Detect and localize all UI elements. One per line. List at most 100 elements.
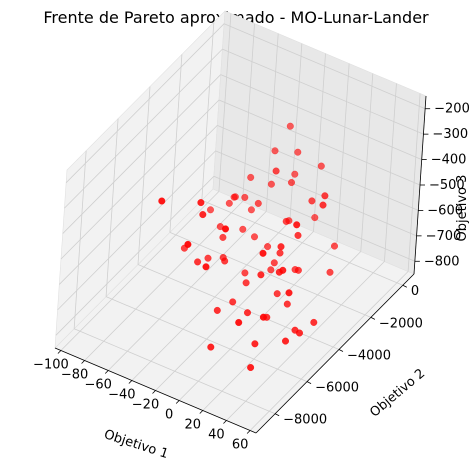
data-point: [219, 233, 227, 241]
data-point: [319, 201, 327, 209]
y-grid-line: [73, 328, 276, 415]
axis-panes: [54, 10, 427, 434]
data-point: [207, 343, 215, 351]
y-tick-mark: [370, 317, 376, 320]
x-tick-mark: [223, 420, 227, 424]
data-point: [254, 199, 262, 207]
z-grid-line: [60, 99, 220, 260]
data-point: [308, 197, 316, 205]
data-point: [259, 313, 267, 321]
tick-marks: [57, 108, 431, 434]
z-grid-line: [62, 74, 221, 234]
x-tick-mark: [57, 350, 62, 354]
data-point: [225, 199, 233, 207]
data-point: [282, 337, 290, 345]
z-grid-line: [65, 23, 225, 183]
x-tick-mark: [104, 370, 109, 374]
data-points: [158, 122, 339, 372]
x-tick-label: 40: [208, 428, 225, 443]
data-point: [294, 266, 302, 274]
x-tick-mark: [246, 430, 251, 434]
data-point: [247, 173, 255, 181]
tick-labels: −100−80−60−40−200204060−8000−6000−4000−2…: [33, 102, 470, 453]
x-tick-label: −100: [33, 358, 69, 373]
z-grid-line: [64, 48, 223, 209]
z-grid-line: [55, 176, 215, 336]
data-point: [270, 259, 278, 267]
data-point: [291, 170, 299, 178]
y-tick-mark: [306, 381, 312, 384]
y-tick-mark: [274, 413, 280, 417]
y-grid-line: [105, 296, 308, 382]
data-point: [202, 263, 210, 271]
x-grid-line: [107, 211, 267, 371]
y-tick-mark: [402, 284, 408, 288]
data-point: [194, 258, 202, 266]
y-tick-label: −8000: [283, 413, 327, 428]
data-point: [213, 306, 221, 314]
z-grid-line: [59, 125, 218, 285]
data-point: [267, 180, 275, 188]
z-tick-label: −200: [434, 102, 470, 117]
z-tick-label: −400: [431, 153, 467, 168]
z-tick-label: −500: [429, 178, 465, 193]
data-point: [243, 309, 251, 317]
data-point: [277, 243, 285, 251]
x-grid-line: [202, 251, 362, 411]
data-point: [197, 199, 205, 207]
data-point: [321, 192, 329, 200]
z-tick-label: −800: [424, 254, 460, 269]
y-tick-label: −2000: [379, 316, 423, 331]
z-axis-label: Objetivo 3: [455, 175, 470, 242]
x-grid-line: [60, 191, 220, 351]
z-grid-line: [222, 48, 424, 135]
z-grid-line: [223, 23, 426, 110]
data-point: [199, 211, 207, 219]
x-tick-label: 60: [232, 438, 249, 453]
x-grid-line: [249, 271, 409, 431]
x-tick-mark: [81, 360, 85, 364]
z-grid-line: [215, 150, 417, 237]
data-point: [285, 289, 293, 297]
x-grid-line: [84, 201, 243, 361]
data-point: [235, 319, 243, 327]
x-tick-mark: [152, 390, 156, 394]
z-grid-line: [57, 150, 216, 311]
z-tick-label: −600: [427, 203, 463, 218]
data-point: [311, 214, 319, 222]
z-grid-line: [217, 125, 419, 211]
data-point: [259, 249, 267, 257]
y-tick-label: −4000: [347, 348, 391, 363]
data-point: [239, 225, 247, 233]
x-grid-line: [226, 261, 385, 421]
data-point: [158, 197, 166, 205]
x-tick-label: −80: [61, 368, 88, 383]
data-point: [230, 193, 238, 201]
data-point: [283, 300, 291, 308]
data-point: [296, 329, 304, 337]
data-point: [241, 193, 249, 201]
x-tick-label: 0: [165, 408, 173, 423]
data-point: [221, 225, 229, 233]
data-point: [294, 148, 302, 156]
data-point: [184, 240, 192, 248]
x-tick-label: −20: [132, 398, 159, 413]
data-point: [247, 364, 255, 372]
data-point: [247, 206, 255, 214]
data-point: [272, 167, 280, 175]
data-point: [264, 243, 272, 251]
x-grid-line: [178, 241, 338, 401]
data-point: [293, 221, 301, 229]
data-point: [286, 122, 294, 130]
data-point: [279, 266, 287, 274]
data-point: [241, 269, 249, 277]
data-point: [276, 249, 284, 257]
x-tick-label: 20: [185, 418, 202, 433]
x-tick-label: −40: [108, 388, 135, 403]
x-tick-mark: [128, 380, 133, 384]
data-point: [206, 206, 214, 214]
data-point: [317, 162, 325, 170]
data-point: [326, 268, 334, 276]
data-point: [294, 231, 302, 239]
